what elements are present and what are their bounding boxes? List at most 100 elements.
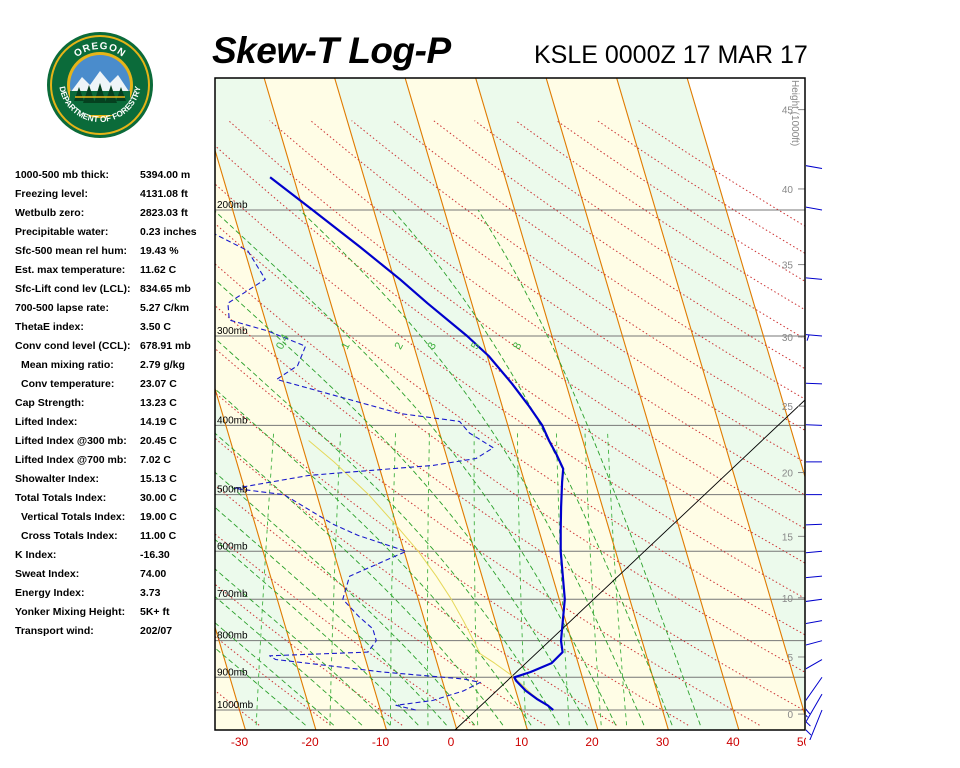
stat-value: 5.27 C/km [140,302,190,314]
wind-barb-staff [806,676,823,701]
height-tick-label: 25 [782,402,794,413]
stat-value: 202/07 [140,625,173,637]
stat-value: 678.91 mb [140,340,191,352]
wind-barb [806,640,823,646]
stat-row: 700-500 lapse rate: 5.27 C/km [15,302,210,321]
stat-value: 14.19 C [140,416,177,428]
height-tick-label: 35 [782,261,794,272]
height-tick-label: 5 [787,653,793,664]
stat-row: Yonker Mixing Height: 5K+ ft [15,606,210,625]
stat-row: ThetaE index: 3.50 C [15,321,210,340]
wind-barb-full [806,729,812,736]
stat-value: 0.23 inches [140,226,197,238]
x-tick-label: 0 [448,735,455,749]
moist-adiabat-line [215,596,363,726]
temperature-band [215,78,457,730]
wind-barb [806,575,823,579]
stat-label: Total Totals Index: [15,492,107,504]
stat-row: Cap Strength: 13.23 C [15,397,210,416]
isobar-label: 600mb [217,541,248,552]
wind-barb [806,165,823,170]
isotherm-line [215,386,317,730]
moist-adiabat-line [215,279,588,726]
stat-row: Lifted Index @300 mb: 20.45 C [15,435,210,454]
stat-row: Sfc-Lift cond lev (LCL): 834.65 mb [15,283,210,302]
mixing-ratio-line [607,432,628,726]
height-tick-label: 30 [782,333,794,344]
isobar-label: 200mb [217,200,248,211]
wind-barb [809,709,823,740]
height-tick-label: 20 [782,469,794,480]
stat-row: Sfc-500 mean rel hum: 19.43 % [15,245,210,264]
sounding-indices-panel: 1000-500 mb thick: 5394.00 m Freezing leve… [15,169,210,644]
stat-label: Showalter Index: [15,473,100,485]
stat-row: Total Totals Index: 30.00 C [15,492,210,511]
stat-value: 11.62 C [140,264,177,276]
isotherm-line [215,148,387,730]
isobar-label: 900mb [217,667,248,678]
wind-barb-staff [806,382,823,385]
x-tick-label: 10 [515,735,529,749]
stat-row: 1000-500 mb thick: 5394.00 m [15,169,210,188]
wind-barb-full [806,708,811,715]
wind-barb-staff [809,709,823,740]
stat-label: Lifted Index @700 mb: [15,454,127,466]
stat-label: Sfc-500 mean rel hum: [15,245,128,257]
stat-value: 4131.08 ft [140,188,188,200]
stat-value: 2823.03 ft [140,207,188,219]
stat-label: K Index: [15,549,57,561]
dry-adiabat-line [215,144,805,564]
stat-label: Wetbulb zero: [15,207,85,219]
stat-value: 23.07 C [140,378,177,390]
stat-label: Conv cond level (CCL): [15,340,131,352]
stat-label: Lifted Index @300 mb: [15,435,127,447]
stat-row: Lifted Index: 14.19 C [15,416,210,435]
oregon-department-of-forestry-logo: OREGON DEPARTMENT OF FORESTRY [47,32,153,138]
parcel-profile [308,440,554,711]
stat-row: Mean mixing ratio: 2.79 g/kg [15,359,210,378]
mixing-ratio-line [427,432,430,726]
wind-barb-staff [806,277,823,280]
stat-value: 7.02 C [140,454,171,466]
stat-value: -16.30 [140,549,170,561]
mixing-ratio-line [473,432,479,726]
wind-barb [806,424,823,426]
moist-adiabat-line [392,209,673,726]
mixing-ratio-line [584,432,602,726]
isotherm-line [545,78,740,730]
dry-adiabat-line [215,222,805,636]
temperature-band [334,78,598,730]
station-time-label: KSLE 0000Z 17 MAR 17 [534,41,808,69]
stat-label: Energy Index: [15,587,85,599]
moist-adiabat-line [215,210,617,726]
height-tick-label: 10 [782,594,794,605]
stat-label: 700-500 lapse rate: [15,302,109,314]
stat-value: 3.50 C [140,321,171,333]
wind-barb-staff [806,550,823,554]
stat-row: Sweat Index: 74.00 [15,568,210,587]
isotherm-line [0,78,175,730]
temperature-band [405,78,669,730]
x-tick-label: -20 [301,735,319,749]
stat-label: Precipitable water: [15,226,109,238]
stat-value: 74.00 [140,568,167,580]
temperature-band [0,78,104,730]
temperature-band [215,627,246,730]
isotherm-line [404,78,599,730]
temperature-band [546,78,805,730]
reference-diagonal [454,399,805,730]
x-tick-label: 40 [726,735,740,749]
stat-label: Mean mixing ratio: [21,359,114,371]
stat-row: Conv cond level (CCL): 678.91 mb [15,340,210,359]
wind-barb [806,693,823,736]
x-tick-label: -30 [231,735,249,749]
stat-label: Lifted Index: [15,416,78,428]
stat-row: Wetbulb zero: 2823.03 ft [15,207,210,226]
wind-barb-staff [806,165,823,170]
mixing-ratio-line [517,432,527,726]
dry-adiabat-line [310,120,805,463]
moist-adiabat-line [299,209,645,726]
stat-value: 11.00 C [140,530,177,542]
wind-barb [806,523,823,526]
stat-row: Energy Index: 3.73 [15,587,210,606]
